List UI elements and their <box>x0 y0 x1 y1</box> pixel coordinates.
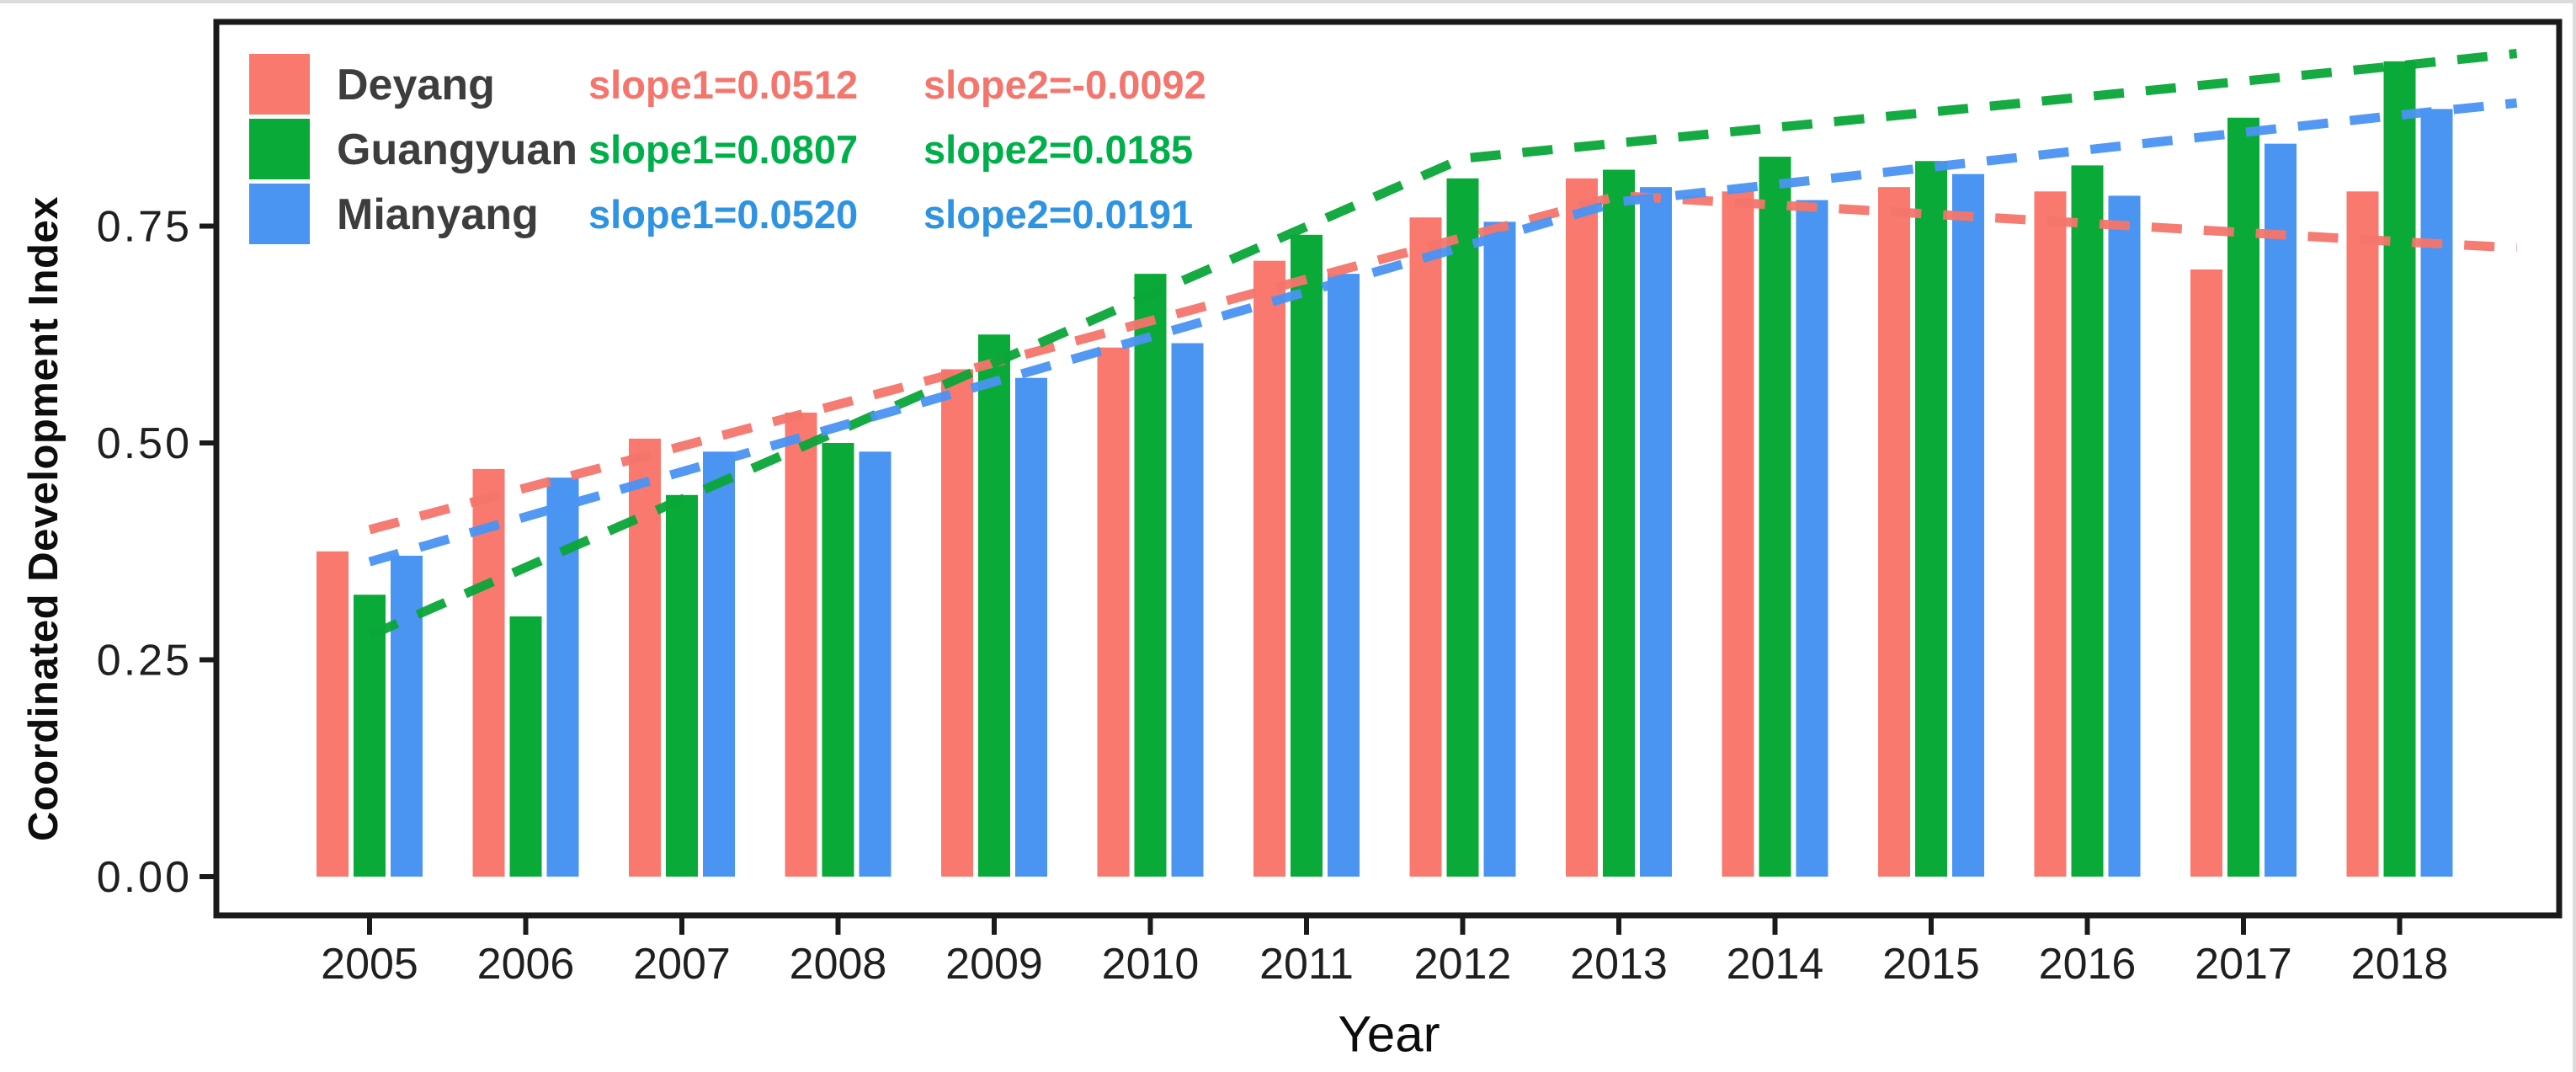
legend: Deyang slope1=0.0512 slope2=-0.0092 Guan… <box>0 3 1263 273</box>
bar-guangyuan-2005 <box>354 595 386 877</box>
bar-guangyuan-2007 <box>666 494 698 877</box>
trendline-guangyuan-trend <box>367 49 2518 640</box>
x-tick-label: 2015 <box>1882 940 1980 989</box>
bar-guangyuan-2013 <box>1603 169 1635 877</box>
x-tick-label: 2017 <box>2195 940 2292 989</box>
chart-canvas: 0.00 0.25 0.50 0.75 2005 2006 2007 2008 2009 2010… <box>97 19 2563 989</box>
mianyang-swatch <box>249 184 310 244</box>
plot-panel-border <box>213 19 2563 919</box>
bar-deyang-2013 <box>1566 178 1598 877</box>
bar-guangyuan-2010 <box>1134 274 1167 877</box>
bar-mianyang-2005 <box>391 555 423 877</box>
bar-deyang-2018 <box>2346 191 2379 877</box>
bar-deyang-2015 <box>1878 187 1910 877</box>
bar-guangyuan-2008 <box>822 443 854 877</box>
x-tick-label: 2010 <box>1102 940 1200 989</box>
bar-deyang-2007 <box>629 438 661 877</box>
bar-guangyuan-2006 <box>509 616 542 877</box>
bar-mianyang-2014 <box>1796 200 1828 877</box>
bar-deyang-2016 <box>2034 191 2067 877</box>
bar-guangyuan-2011 <box>1291 234 1323 877</box>
bar-guangyuan-2018 <box>2383 61 2416 877</box>
guangyuan-label: Guangyuan <box>337 125 578 174</box>
bar-deyang-2014 <box>1722 191 1754 877</box>
bar-mianyang-2007 <box>703 451 735 877</box>
bar-guangyuan-2016 <box>2071 165 2104 877</box>
mianyang-label: Mianyang <box>337 190 539 239</box>
x-tick-label: 2016 <box>2039 940 2137 989</box>
bar-mianyang-2015 <box>1952 173 1984 877</box>
bar-guangyuan-2012 <box>1446 178 1479 877</box>
bar-deyang-2009 <box>941 369 973 877</box>
x-tick-label: 2012 <box>1414 940 1512 989</box>
y-axis-title: Coordinated Development Index <box>21 196 67 841</box>
x-tick-label: 2006 <box>477 940 575 989</box>
bar-guangyuan-2009 <box>978 334 1010 877</box>
guangyuan-swatch <box>249 119 310 179</box>
y-tick-label: 0.00 <box>97 853 192 902</box>
deyang-label: Deyang <box>337 61 495 109</box>
bar-deyang-2012 <box>1409 217 1442 877</box>
mianyang-slope1-text: slope1=0.0520 <box>588 192 859 237</box>
bar-deyang-2011 <box>1253 260 1285 877</box>
x-tick-label: 2018 <box>2351 940 2449 989</box>
trendline-mianyang-trend <box>368 98 2518 567</box>
bar-deyang-2008 <box>785 412 817 877</box>
bar-mianyang-2017 <box>2265 143 2297 877</box>
deyang-slope1-text: slope1=0.0512 <box>588 62 859 107</box>
y-tick-label: 0.25 <box>97 637 192 685</box>
mianyang-slope2-text: slope2=0.0191 <box>923 192 1194 237</box>
bar-mianyang-2006 <box>546 477 579 877</box>
x-tick-label: 2013 <box>1570 940 1668 989</box>
bar-deyang-2017 <box>2190 269 2222 877</box>
bar-deyang-2006 <box>472 468 505 877</box>
x-axis-title: Year <box>1338 1005 1440 1063</box>
bar-deyang-2010 <box>1097 347 1130 877</box>
bar-mianyang-2012 <box>1483 221 1516 877</box>
bar-mianyang-2010 <box>1171 343 1204 877</box>
x-tick-label: 2014 <box>1727 940 1824 989</box>
bar-mianyang-2009 <box>1015 377 1047 877</box>
bar-mianyang-2016 <box>2108 195 2141 877</box>
x-tick-label: 2009 <box>945 940 1043 989</box>
bar-guangyuan-2014 <box>1759 157 1791 877</box>
x-tick-label: 2011 <box>1259 940 1354 989</box>
bar-guangyuan-2017 <box>2227 117 2259 877</box>
bar-guangyuan-2015 <box>1915 161 1947 877</box>
x-tick-label: 2005 <box>321 940 418 989</box>
guangyuan-slope1-text: slope1=0.0807 <box>588 127 859 172</box>
y-tick-label: 0.75 <box>97 203 192 252</box>
x-tick-label: 2008 <box>790 940 887 989</box>
bar-deyang-2005 <box>317 551 349 877</box>
bar-mianyang-2008 <box>859 451 891 877</box>
guangyuan-slope2-text: slope2=0.0185 <box>923 127 1194 172</box>
bar-mianyang-2013 <box>1640 187 1672 877</box>
deyang-slope2-text: slope2=-0.0092 <box>923 62 1206 107</box>
bar-mianyang-2011 <box>1328 274 1360 877</box>
x-tick-label: 2007 <box>633 940 731 989</box>
deyang-swatch <box>249 54 310 115</box>
bar-mianyang-2018 <box>2420 109 2453 877</box>
y-tick-label: 0.50 <box>97 419 192 468</box>
